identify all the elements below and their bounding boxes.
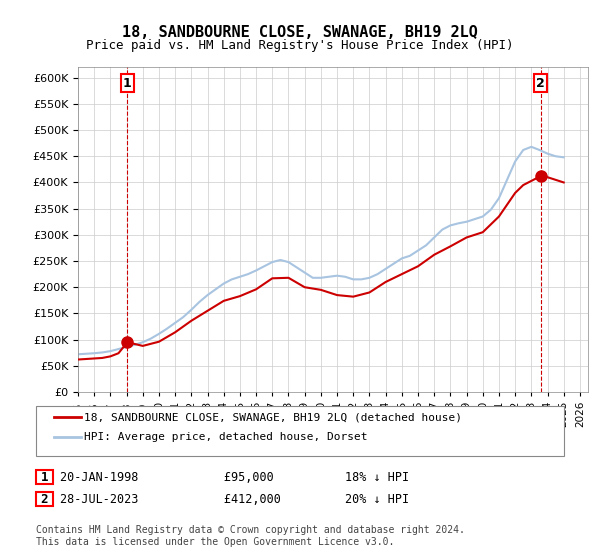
Text: 18, SANDBOURNE CLOSE, SWANAGE, BH19 2LQ (detached house): 18, SANDBOURNE CLOSE, SWANAGE, BH19 2LQ … xyxy=(84,412,462,422)
Text: 1: 1 xyxy=(123,77,132,90)
Text: 2: 2 xyxy=(536,77,545,90)
Text: Price paid vs. HM Land Registry's House Price Index (HPI): Price paid vs. HM Land Registry's House … xyxy=(86,39,514,52)
Text: 20-JAN-1998            £95,000          18% ↓ HPI: 20-JAN-1998 £95,000 18% ↓ HPI xyxy=(60,470,409,484)
Text: HPI: Average price, detached house, Dorset: HPI: Average price, detached house, Dors… xyxy=(84,432,367,442)
Text: 18, SANDBOURNE CLOSE, SWANAGE, BH19 2LQ: 18, SANDBOURNE CLOSE, SWANAGE, BH19 2LQ xyxy=(122,25,478,40)
Text: 1: 1 xyxy=(41,470,48,484)
Text: Contains HM Land Registry data © Crown copyright and database right 2024.
This d: Contains HM Land Registry data © Crown c… xyxy=(36,525,465,547)
Text: 28-JUL-2023            £412,000         20% ↓ HPI: 28-JUL-2023 £412,000 20% ↓ HPI xyxy=(60,493,409,506)
Text: 2: 2 xyxy=(41,493,48,506)
